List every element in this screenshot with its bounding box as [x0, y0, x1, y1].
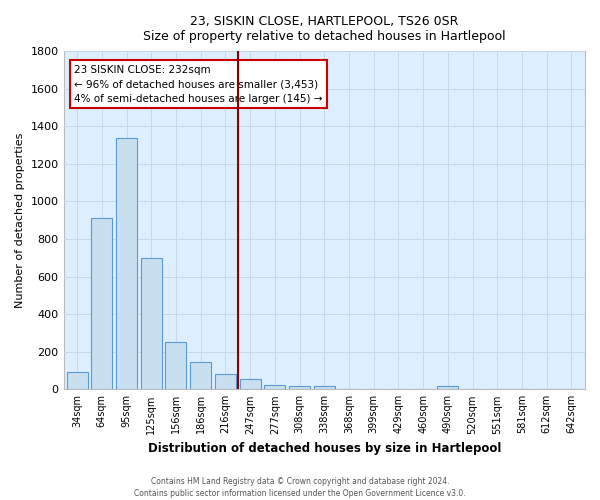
Bar [314, 386, 335, 390]
Bar [265, 384, 286, 390]
Bar [166, 342, 187, 390]
Bar [215, 374, 236, 390]
Bar [67, 372, 88, 390]
Bar [141, 258, 162, 390]
Y-axis label: Number of detached properties: Number of detached properties [15, 132, 25, 308]
Bar [437, 386, 458, 390]
Title: 23, SISKIN CLOSE, HARTLEPOOL, TS26 0SR
Size of property relative to detached hou: 23, SISKIN CLOSE, HARTLEPOOL, TS26 0SR S… [143, 15, 506, 43]
X-axis label: Distribution of detached houses by size in Hartlepool: Distribution of detached houses by size … [148, 442, 501, 455]
Bar [116, 138, 137, 390]
Bar [190, 362, 211, 390]
Text: Contains HM Land Registry data © Crown copyright and database right 2024.
Contai: Contains HM Land Registry data © Crown c… [134, 476, 466, 498]
Bar [289, 386, 310, 390]
Bar [239, 379, 260, 390]
Bar [91, 218, 112, 390]
Text: 23 SISKIN CLOSE: 232sqm
← 96% of detached houses are smaller (3,453)
4% of semi-: 23 SISKIN CLOSE: 232sqm ← 96% of detache… [74, 64, 322, 104]
